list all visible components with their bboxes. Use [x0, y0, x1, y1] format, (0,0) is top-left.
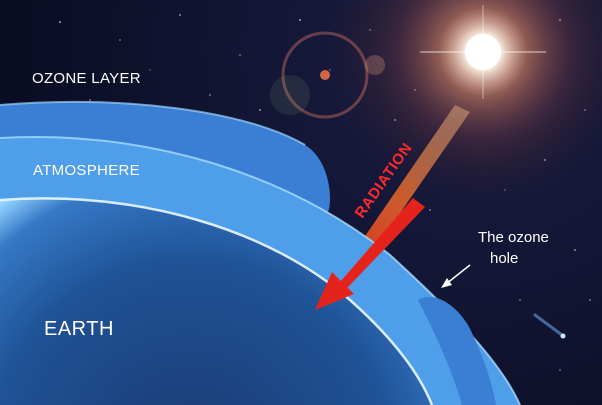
- pointer-arrow-icon: [441, 264, 471, 288]
- ozone-layer-fragment: [418, 297, 496, 405]
- earth-body: [0, 198, 432, 405]
- atmosphere-edge: [0, 136, 521, 405]
- atmosphere-label: ATMOSPHERE: [33, 162, 140, 179]
- sun-icon: [270, 0, 602, 202]
- ozone-layer-edge: [0, 100, 306, 146]
- earth-horizon: [0, 197, 434, 405]
- comet-icon: [533, 313, 566, 339]
- ozone-hole-label-line1: The ozone: [478, 229, 549, 246]
- radiation-arrow-icon: [315, 198, 425, 310]
- ozone-layer-label: OZONE LAYER: [32, 70, 141, 87]
- earth-label: EARTH: [44, 318, 114, 340]
- ozone-hole-label-line2: hole: [490, 250, 519, 267]
